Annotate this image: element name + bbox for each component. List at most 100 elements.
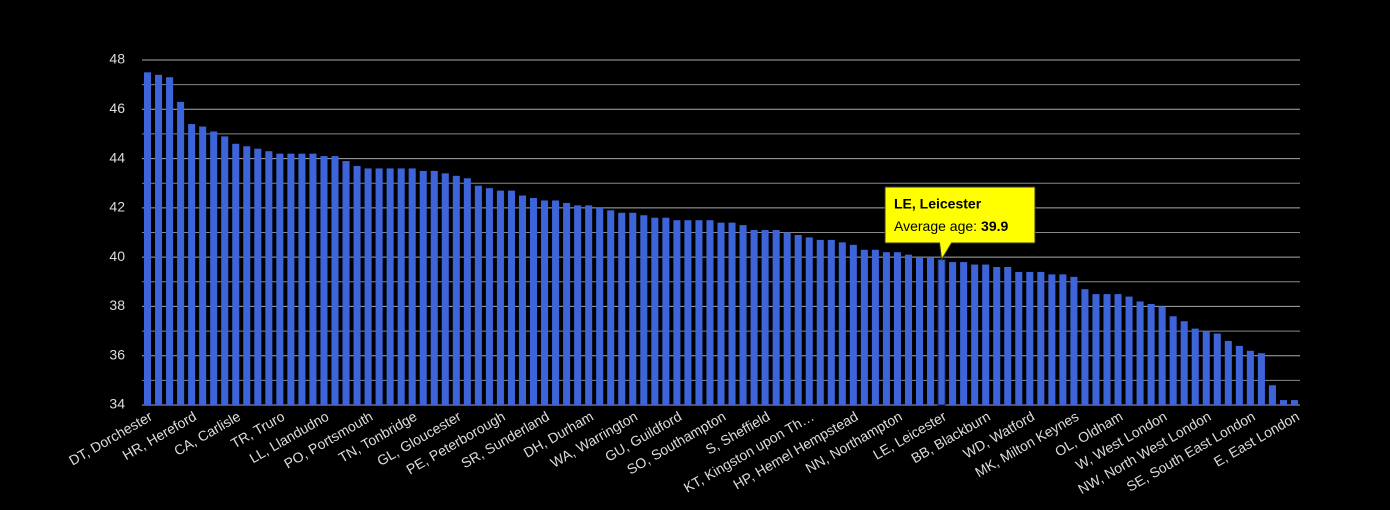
bar xyxy=(585,205,593,405)
bar xyxy=(298,153,306,405)
bar xyxy=(254,148,262,405)
y-tick-label: 40 xyxy=(109,248,125,264)
bar xyxy=(1103,294,1111,405)
bar xyxy=(430,170,438,405)
y-tick-label: 36 xyxy=(109,346,125,362)
bar xyxy=(1202,331,1210,405)
y-tick-label: 44 xyxy=(109,149,125,165)
bar xyxy=(364,168,372,405)
bar xyxy=(1213,333,1221,405)
bar xyxy=(838,242,846,405)
y-tick-label: 34 xyxy=(109,396,125,412)
bar xyxy=(276,153,284,405)
bar xyxy=(1268,385,1276,405)
bar xyxy=(783,232,791,405)
bar xyxy=(805,237,813,405)
bar xyxy=(629,212,637,405)
bar xyxy=(640,215,648,405)
bar xyxy=(541,200,549,405)
bar xyxy=(529,198,538,405)
bar xyxy=(1235,345,1243,405)
bar xyxy=(904,254,913,405)
bar xyxy=(408,168,416,405)
bar xyxy=(596,207,604,405)
bar xyxy=(1191,328,1199,405)
bar xyxy=(177,101,185,406)
bar xyxy=(419,170,427,405)
bar xyxy=(496,190,504,405)
bar xyxy=(1169,316,1177,405)
y-tick-label: 42 xyxy=(109,199,125,215)
bar xyxy=(1004,267,1012,405)
bar xyxy=(1015,271,1023,405)
bar xyxy=(1114,294,1122,405)
bar xyxy=(463,178,471,405)
bar xyxy=(860,249,868,405)
bar xyxy=(265,151,273,405)
bar xyxy=(574,205,582,405)
bar xyxy=(1125,296,1133,405)
bar xyxy=(353,165,361,405)
bar xyxy=(309,153,317,405)
bar xyxy=(452,175,460,405)
tooltip-title: LE, Leicester xyxy=(894,196,982,212)
bar xyxy=(993,267,1001,405)
bar xyxy=(849,244,857,405)
bar xyxy=(927,257,935,405)
bar xyxy=(695,220,703,405)
bar xyxy=(552,200,560,405)
bar xyxy=(166,77,174,405)
bar xyxy=(199,126,207,406)
bar xyxy=(761,230,769,405)
tooltip-value: 39.9 xyxy=(981,218,1008,234)
bar xyxy=(1147,303,1155,405)
y-tick-label: 38 xyxy=(109,297,125,313)
bar xyxy=(816,239,824,405)
bar xyxy=(1257,353,1265,405)
bar xyxy=(915,257,924,405)
bar xyxy=(1048,274,1056,405)
bar xyxy=(1059,274,1067,405)
bar xyxy=(1224,340,1232,405)
bar xyxy=(155,74,163,406)
bar xyxy=(960,262,968,405)
y-tick-label: 48 xyxy=(109,51,125,67)
bar xyxy=(474,185,482,405)
tooltip-label: Average age: xyxy=(894,218,977,234)
bar xyxy=(1136,301,1144,405)
tooltip: LE, Leicester Average age: 39.9 xyxy=(884,186,1036,262)
y-tick-label: 46 xyxy=(109,100,125,116)
bar xyxy=(827,239,835,405)
bar xyxy=(221,136,229,405)
bar xyxy=(1290,400,1299,405)
bar xyxy=(673,220,681,405)
bar xyxy=(375,168,383,405)
bar xyxy=(485,188,493,405)
bar xyxy=(728,222,736,405)
bar xyxy=(1092,294,1100,405)
bar xyxy=(386,168,394,405)
bar xyxy=(949,262,957,405)
bar xyxy=(232,143,240,406)
bar xyxy=(971,264,979,405)
bar xyxy=(794,234,802,405)
bar xyxy=(320,156,328,405)
bar xyxy=(1279,400,1287,405)
bar xyxy=(706,220,714,405)
bar xyxy=(871,249,879,405)
bar xyxy=(618,212,626,405)
bar xyxy=(1081,289,1089,405)
bar xyxy=(287,153,295,405)
bar xyxy=(143,72,152,406)
tooltip-box xyxy=(884,186,1036,262)
bar xyxy=(750,230,758,405)
bar xyxy=(441,173,449,405)
bar xyxy=(1180,321,1188,405)
bar xyxy=(507,190,515,405)
bar xyxy=(662,217,670,405)
bar xyxy=(982,264,990,405)
bar xyxy=(1158,306,1166,405)
bar xyxy=(684,220,692,405)
